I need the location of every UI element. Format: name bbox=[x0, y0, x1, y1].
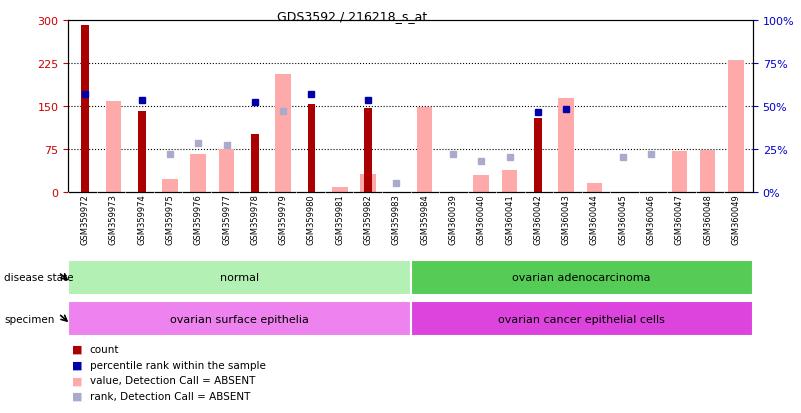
Bar bbox=[728, 61, 744, 192]
Text: percentile rank within the sample: percentile rank within the sample bbox=[90, 360, 266, 370]
Bar bbox=[473, 176, 489, 192]
Text: ■: ■ bbox=[72, 375, 83, 385]
Bar bbox=[106, 102, 121, 192]
Bar bbox=[308, 105, 316, 192]
Text: ■: ■ bbox=[72, 360, 83, 370]
Bar bbox=[191, 155, 206, 192]
Bar bbox=[586, 183, 602, 192]
Text: value, Detection Call = ABSENT: value, Detection Call = ABSENT bbox=[90, 375, 255, 385]
Text: ■: ■ bbox=[72, 344, 83, 354]
Bar bbox=[138, 112, 146, 192]
Text: GDS3592 / 216218_s_at: GDS3592 / 216218_s_at bbox=[277, 10, 428, 23]
Bar bbox=[558, 99, 574, 192]
Bar bbox=[534, 119, 541, 192]
Bar bbox=[251, 135, 259, 192]
Text: normal: normal bbox=[219, 273, 259, 283]
Bar bbox=[219, 149, 235, 192]
Bar bbox=[81, 26, 89, 192]
Text: rank, Detection Call = ABSENT: rank, Detection Call = ABSENT bbox=[90, 391, 250, 401]
Bar bbox=[360, 175, 376, 192]
Bar bbox=[700, 151, 715, 192]
Bar bbox=[410, 260, 753, 295]
Bar bbox=[501, 170, 517, 192]
Bar bbox=[162, 180, 178, 192]
Bar bbox=[68, 260, 410, 295]
Bar bbox=[68, 301, 410, 337]
Text: ovarian surface epithelia: ovarian surface epithelia bbox=[170, 314, 308, 324]
Text: ■: ■ bbox=[72, 391, 83, 401]
Bar bbox=[417, 107, 433, 192]
Bar bbox=[410, 301, 753, 337]
Text: disease state: disease state bbox=[4, 273, 74, 282]
Text: ovarian cancer epithelial cells: ovarian cancer epithelial cells bbox=[498, 314, 665, 324]
Text: specimen: specimen bbox=[4, 314, 54, 324]
Text: count: count bbox=[90, 344, 119, 354]
Bar bbox=[364, 109, 372, 192]
Text: ovarian adenocarcinoma: ovarian adenocarcinoma bbox=[513, 273, 651, 283]
Bar bbox=[332, 188, 348, 192]
Bar bbox=[276, 75, 291, 192]
Bar bbox=[671, 152, 687, 192]
